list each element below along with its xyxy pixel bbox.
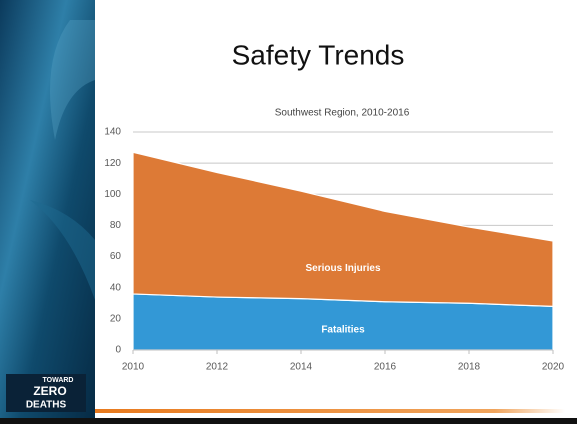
y-tick-label: 140 (104, 127, 121, 138)
chart-title: Southwest Region, 2010-2016 (275, 108, 410, 119)
area-label: Serious Injuries (305, 263, 380, 274)
footer-bar (95, 409, 565, 413)
logo-text: DEATHS (26, 400, 67, 411)
side-decoration (50, 20, 95, 140)
x-tick-label: 2012 (206, 362, 229, 373)
y-tick-label: 80 (110, 220, 122, 231)
x-tick-label: 2016 (374, 362, 397, 373)
area (132, 151, 554, 308)
side-decoration (30, 200, 95, 300)
y-tick-label: 60 (110, 251, 122, 262)
x-tick-label: 2020 (542, 362, 565, 373)
x-tick-label: 2014 (290, 362, 313, 373)
x-tick-label: 2010 (122, 362, 145, 373)
y-tick-label: 120 (104, 158, 121, 169)
logo-box (6, 374, 86, 412)
y-tick-label: 40 (110, 282, 122, 293)
y-tick-label: 100 (104, 189, 121, 200)
slide-title: Safety Trends (232, 39, 405, 70)
x-tick-label: 2018 (458, 362, 481, 373)
area-label: Fatalities (321, 325, 365, 336)
logo-text: TOWARD (43, 377, 74, 384)
footer-edge (0, 418, 577, 424)
y-tick-label: 0 (115, 345, 121, 356)
y-tick-label: 20 (110, 313, 122, 324)
logo-text: ZERO (33, 384, 66, 398)
